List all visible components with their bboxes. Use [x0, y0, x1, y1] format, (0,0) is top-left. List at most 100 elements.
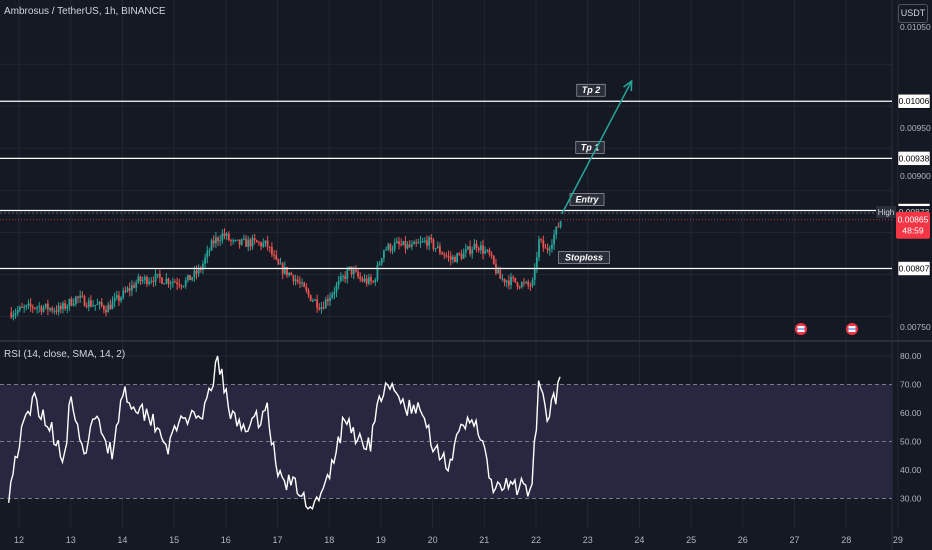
candle — [208, 250, 211, 252]
candle — [262, 243, 265, 247]
candle — [238, 239, 241, 245]
candle — [320, 307, 323, 310]
candle — [421, 241, 424, 243]
price-axis-tick: 0.00750 — [900, 322, 931, 332]
candle — [158, 273, 161, 278]
candle — [182, 285, 185, 287]
candle — [404, 241, 407, 249]
candle — [473, 243, 476, 250]
candle — [520, 282, 523, 288]
candle — [514, 277, 517, 283]
candle — [139, 276, 142, 282]
candle — [128, 288, 131, 291]
candle — [458, 253, 461, 255]
candle — [346, 269, 349, 279]
candle — [25, 305, 28, 308]
candle — [389, 244, 392, 251]
candle — [53, 310, 56, 312]
candle — [499, 269, 502, 279]
candle — [34, 308, 36, 310]
candle — [540, 239, 543, 241]
candle — [419, 241, 422, 243]
candle — [109, 304, 112, 310]
candle — [165, 278, 168, 284]
candle — [210, 240, 213, 251]
candle — [551, 244, 553, 249]
candle — [339, 276, 342, 281]
candle — [430, 237, 433, 240]
time-axis-tick: 27 — [789, 535, 799, 545]
candle — [548, 248, 551, 251]
candle — [251, 237, 254, 247]
candle — [510, 276, 512, 286]
rsi-axis-tick: 70.00 — [900, 380, 922, 390]
candle — [12, 314, 15, 318]
candle — [146, 277, 148, 284]
level-stoploss-label: Stoploss — [565, 253, 603, 263]
candle — [355, 269, 357, 272]
candle — [264, 240, 267, 244]
candle — [225, 233, 228, 236]
candle — [40, 306, 43, 312]
candle — [268, 246, 271, 248]
candle — [72, 303, 75, 306]
candle — [482, 245, 484, 254]
candle — [447, 255, 450, 257]
candle — [318, 307, 321, 310]
candle — [316, 299, 319, 308]
candle — [299, 281, 301, 284]
time-axis-tick: 18 — [324, 535, 334, 545]
candle — [484, 250, 487, 254]
time-axis-tick: 24 — [634, 535, 644, 545]
candle — [273, 254, 275, 256]
candle — [27, 303, 30, 306]
candle — [184, 280, 187, 286]
candle — [507, 280, 510, 286]
rsi-axis-tick: 50.00 — [900, 437, 922, 447]
candle — [434, 248, 437, 250]
candle — [202, 263, 204, 270]
candle — [122, 290, 125, 298]
high-label: High — [878, 208, 894, 217]
level-tp2-axis-tag — [897, 93, 931, 109]
projection-arrow-head — [623, 79, 633, 92]
candle — [327, 299, 329, 302]
candle — [449, 256, 452, 260]
candle — [270, 247, 273, 255]
candle — [460, 254, 463, 259]
candle — [322, 307, 325, 309]
candle — [544, 247, 547, 249]
level-stoploss-axis-value: 0.00807 — [899, 264, 930, 274]
candle — [288, 272, 291, 276]
time-axis-tick: 20 — [428, 535, 438, 545]
candle — [370, 277, 372, 282]
candle — [143, 277, 146, 280]
candle — [443, 254, 446, 256]
candle — [66, 306, 69, 309]
rsi-axis-tick: 40.00 — [900, 465, 922, 475]
candle — [87, 300, 90, 308]
candle — [454, 256, 456, 263]
candle — [31, 306, 34, 309]
candle — [301, 282, 303, 284]
countdown-value: 48:59 — [902, 226, 924, 236]
candle — [535, 257, 538, 268]
candle — [223, 233, 226, 236]
candle — [380, 258, 383, 264]
candle — [178, 284, 181, 286]
candle — [432, 239, 435, 249]
candle — [212, 240, 215, 244]
currency-button[interactable]: USDT — [898, 4, 928, 23]
candle — [260, 242, 263, 247]
candle — [391, 249, 394, 251]
candle — [36, 307, 38, 309]
candle — [283, 267, 286, 274]
candle — [292, 275, 295, 282]
candle — [406, 244, 409, 249]
level-tp2-axis-value: 0.01006 — [899, 96, 930, 106]
candle — [59, 305, 62, 310]
candle — [501, 278, 504, 280]
time-axis-tick: 25 — [686, 535, 696, 545]
time-axis-tick: 21 — [479, 535, 489, 545]
